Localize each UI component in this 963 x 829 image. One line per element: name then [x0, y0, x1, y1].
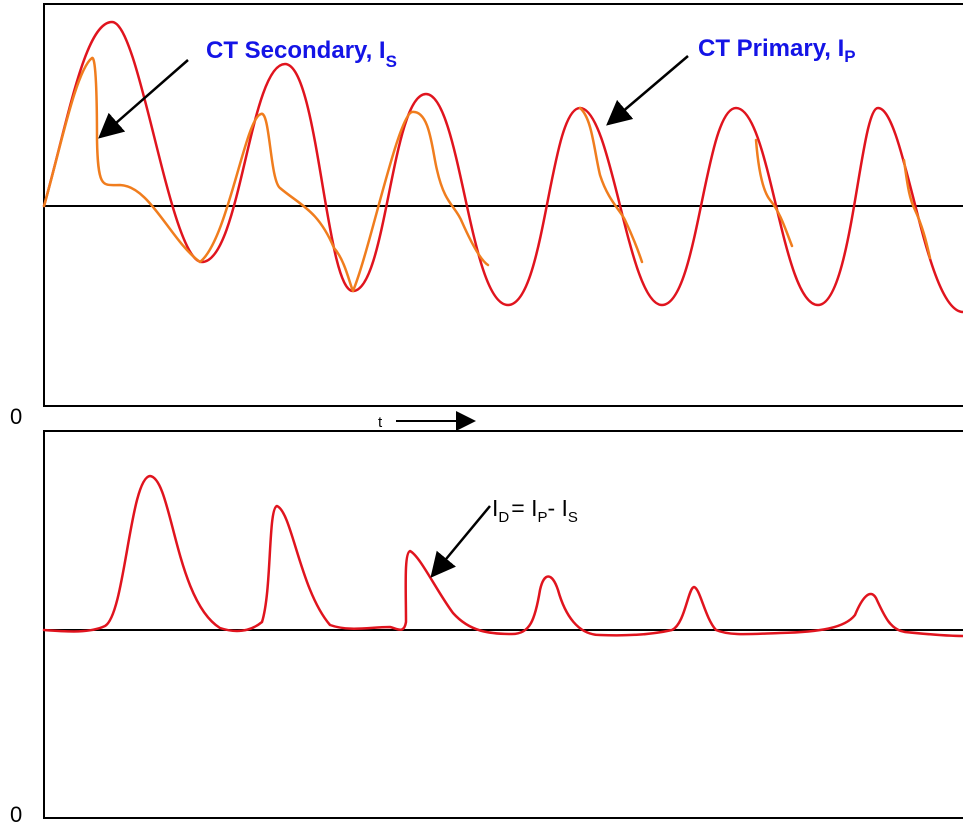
- ct-primary-label-main: CT Primary, I: [698, 35, 844, 62]
- eq-equals: =: [511, 495, 531, 521]
- ct-primary-curve: [42, 20, 963, 314]
- ct-secondary-curve: [42, 56, 932, 293]
- time-axis-label: t: [378, 414, 383, 431]
- ct-secondary-label-sub: S: [386, 52, 397, 71]
- upper-zero-label: 0: [10, 404, 22, 429]
- ct-secondary-label: CT Secondary, IS: [206, 37, 397, 71]
- eq-s2: P: [537, 509, 547, 526]
- differential-current-curve: [42, 474, 963, 638]
- ct-secondary-arrow: [98, 59, 189, 139]
- differential-equation-label: ID= IP- IS: [492, 495, 578, 526]
- eq-i2: I: [531, 495, 537, 521]
- ct-primary-arrow: [606, 55, 689, 126]
- lower-panel: 0 ID= IP- IS: [10, 430, 963, 827]
- eq-i1: I: [492, 495, 498, 521]
- ct-primary-label-sub: P: [844, 47, 855, 66]
- eq-i3: I: [562, 495, 568, 521]
- differential-arrow: [430, 505, 491, 578]
- lower-zero-label: 0: [10, 802, 22, 827]
- lower-panel-frame: [43, 430, 963, 819]
- upper-panel: 0 t CT Secondary, IS CT Primary, IP: [10, 3, 963, 431]
- eq-s3: S: [568, 509, 578, 526]
- eq-s1: D: [498, 509, 509, 526]
- ct-secondary-label-main: CT Secondary, I: [206, 37, 386, 64]
- eq-minus: -: [547, 495, 561, 521]
- ct-primary-label: CT Primary, IP: [698, 35, 856, 66]
